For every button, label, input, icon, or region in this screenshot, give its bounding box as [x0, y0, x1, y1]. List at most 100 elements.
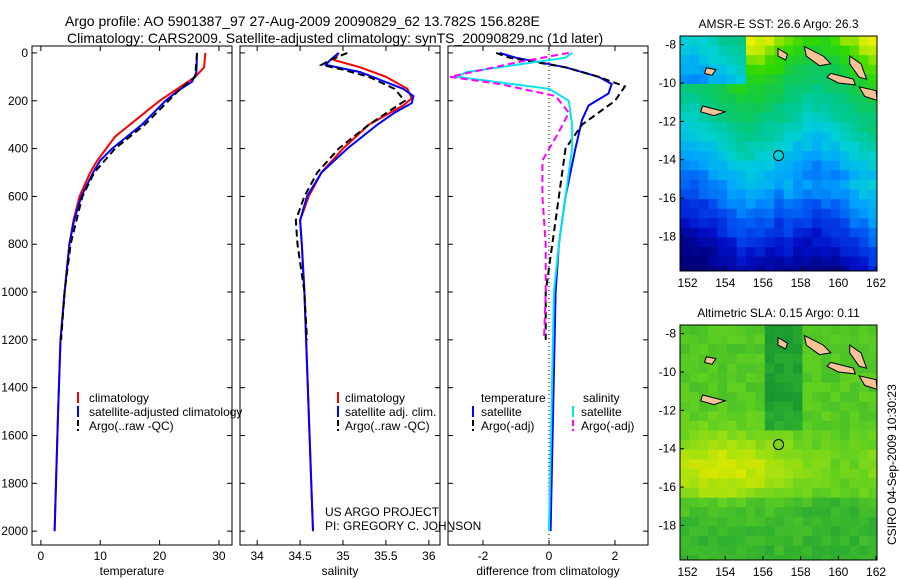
heatmap-cell: [783, 401, 794, 412]
heatmap-cell: [821, 36, 832, 47]
map-title: Altimetric SLA: 0.15 Argo: 0.11: [697, 306, 860, 320]
heatmap-cell: [793, 507, 803, 518]
heatmap-cell: [840, 334, 851, 345]
heatmap-cell: [840, 536, 851, 547]
heatmap-cell: [746, 392, 756, 403]
heatmap-cell: [755, 382, 766, 393]
heatmap-cell: [708, 325, 719, 336]
heatmap-cell: [727, 227, 737, 238]
heatmap-cell: [774, 266, 785, 272]
heatmap-cell: [802, 344, 813, 355]
heatmap-cell: [840, 227, 851, 238]
heatmap-cell: [821, 112, 832, 123]
heatmap-cell: [698, 555, 709, 561]
heatmap-cell: [859, 353, 869, 364]
heatmap-cell: [698, 334, 709, 345]
heatmap-cell: [717, 247, 728, 258]
heatmap-cell: [821, 74, 832, 85]
heatmap-cell: [821, 507, 832, 518]
heatmap-cell: [689, 430, 700, 441]
heatmap-cell: [764, 353, 775, 364]
heatmap-cell: [774, 112, 785, 123]
heatmap-cell: [812, 189, 822, 200]
heatmap-cell: [830, 334, 841, 345]
y-tick-label: -8: [665, 38, 676, 52]
heatmap-cell: [764, 256, 775, 267]
heatmap-cell: [830, 112, 841, 123]
heatmap-cell: [812, 430, 822, 441]
heatmap-cell: [717, 420, 728, 431]
heatmap-cell: [736, 440, 747, 451]
heatmap-cell: [736, 344, 747, 355]
heatmap-cell: [689, 334, 700, 345]
heatmap-cell: [680, 122, 690, 133]
heatmap-cell: [793, 141, 803, 152]
heatmap-cell: [764, 131, 775, 142]
heatmap-cell: [830, 344, 841, 355]
heatmap-cell: [689, 64, 700, 75]
heatmap-cell: [764, 363, 775, 374]
heatmap-cell: [793, 497, 803, 508]
heatmap-cell: [708, 179, 719, 190]
credit-pi: PI: GREGORY C. JOHNSON: [325, 519, 481, 533]
salinity-legend: climatology satellite adj. clim. Argo(..…: [337, 391, 436, 433]
heatmap-cell: [821, 420, 832, 431]
x-tick-label: 10: [94, 549, 108, 563]
heatmap-cell: [717, 93, 728, 104]
heatmap-cell: [830, 392, 841, 403]
heatmap-cell: [689, 141, 700, 152]
heatmap-cell: [764, 103, 775, 114]
heatmap-cell: [812, 237, 822, 248]
heatmap-cell: [689, 199, 700, 210]
heatmap-cell: [840, 449, 851, 460]
heatmap-cell: [727, 247, 737, 258]
heatmap-cell: [849, 545, 860, 556]
heatmap-cell: [793, 468, 803, 479]
heatmap-cell: [698, 247, 709, 258]
heatmap-cell: [746, 373, 756, 384]
heatmap-cell: [689, 497, 700, 508]
heatmap-cell: [689, 84, 700, 95]
heatmap-cell: [802, 199, 813, 210]
heatmap-cell: [783, 526, 794, 537]
argo-float-marker: [773, 439, 785, 451]
heatmap-cell: [868, 344, 878, 355]
heatmap-cell: [812, 526, 822, 537]
heatmap-cell: [708, 545, 719, 556]
heatmap-cell: [793, 459, 803, 470]
heatmap-cell: [708, 55, 719, 66]
heatmap-cell: [736, 247, 747, 258]
heatmap-cell: [774, 401, 785, 412]
heatmap-cell: [812, 478, 822, 489]
heatmap-cell: [812, 536, 822, 547]
heatmap-cell: [774, 507, 785, 518]
heatmap-cell: [821, 218, 832, 229]
island: [849, 55, 868, 80]
heatmap-cell: [812, 353, 822, 364]
heatmap-cell: [793, 247, 803, 258]
heatmap-cell: [698, 440, 709, 451]
heatmap-cell: [698, 497, 709, 508]
heatmap-cell: [764, 151, 775, 162]
heatmap-cell: [793, 170, 803, 181]
heatmap-cell: [755, 440, 766, 451]
heatmap-cell: [859, 488, 869, 499]
heatmap-cell: [755, 411, 766, 422]
heatmap-cell: [830, 122, 841, 133]
heatmap-cell: [774, 497, 785, 508]
heatmap-cell: [774, 103, 785, 114]
heatmap-cell: [680, 478, 690, 489]
heatmap-cell: [802, 440, 813, 451]
heatmap-cell: [868, 218, 878, 229]
heatmap-cell: [830, 266, 841, 272]
heatmap-cell: [764, 468, 775, 479]
heatmap-cell: [698, 160, 709, 171]
heatmap-cell: [802, 449, 813, 460]
credit-project: US ARGO PROJECT: [325, 505, 440, 519]
heatmap-cell: [821, 227, 832, 238]
heatmap-cell: [821, 103, 832, 114]
x-tick-label: 162: [866, 276, 886, 290]
heatmap-cell: [689, 545, 700, 556]
heatmap-cell: [793, 344, 803, 355]
